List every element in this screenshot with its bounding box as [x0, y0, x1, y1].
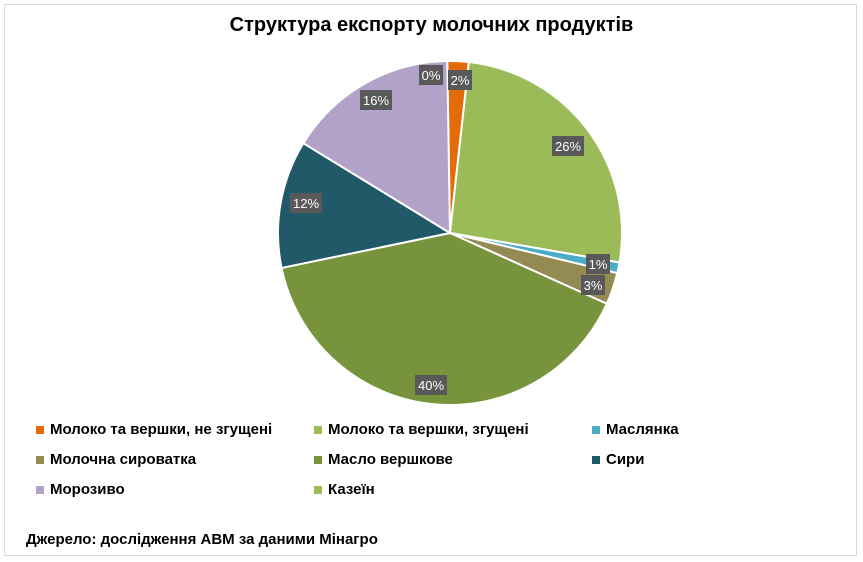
data-label-2: 26%: [552, 136, 584, 156]
legend-label: Молочна сироватка: [50, 451, 197, 468]
pie-slice-7: [301, 60, 452, 235]
legend-swatch: [314, 485, 322, 494]
data-label-text: 40%: [418, 378, 444, 393]
legend-label: Сири: [606, 451, 645, 468]
legend-item: Морозиво: [36, 481, 125, 498]
pie-slice-6: [277, 141, 453, 270]
legend-item: Казеїн: [314, 481, 375, 498]
legend-label: Молоко та вершки, згущені: [328, 421, 529, 438]
data-label-4: 3%: [581, 275, 605, 295]
data-label-text: 1%: [589, 257, 608, 272]
data-label-text: 16%: [363, 93, 389, 108]
data-label-1: 2%: [448, 70, 472, 90]
legend-item: Молочна сироватка: [36, 451, 196, 468]
legend-item: Молоко та вершки, згущені: [314, 421, 529, 438]
legend-swatch: [314, 425, 322, 434]
pie-slice-5: [280, 231, 609, 406]
data-label-0: 0%: [419, 65, 443, 85]
data-label-7: 16%: [360, 90, 392, 110]
chart-title: Структура експорту молочних продуктів: [229, 14, 634, 36]
legend-label: Морозиво: [50, 481, 125, 498]
legend-item: Маслянка: [592, 421, 679, 438]
legend-swatch: [592, 455, 600, 464]
legend-swatch: [36, 425, 44, 434]
legend-label: Маслянка: [606, 421, 679, 438]
data-label-text: 12%: [293, 196, 319, 211]
legend-label: Казеїн: [328, 481, 375, 498]
legend-swatch: [592, 425, 600, 434]
data-label-6: 12%: [290, 193, 322, 213]
data-label-text: 3%: [584, 278, 603, 293]
source-note: Джерело: дослідження АВМ за даними Мінаг…: [26, 531, 378, 548]
legend-item: Масло вершкове: [314, 451, 453, 468]
data-label-text: 0%: [422, 68, 441, 83]
legend-swatch: [36, 485, 44, 494]
data-label-text: 26%: [555, 139, 581, 154]
legend-label: Масло вершкове: [328, 451, 453, 468]
pie-slice-2: [448, 60, 623, 264]
legend-swatch: [36, 455, 44, 464]
legend-item: Молоко та вершки, не згущені: [36, 421, 272, 438]
legend-item: Сири: [592, 451, 644, 468]
data-label-text: 2%: [451, 73, 470, 88]
data-label-5: 40%: [415, 375, 447, 395]
data-label-3: 1%: [586, 254, 610, 274]
legend-swatch: [314, 455, 322, 464]
legend-label: Молоко та вершки, не згущені: [50, 421, 273, 438]
